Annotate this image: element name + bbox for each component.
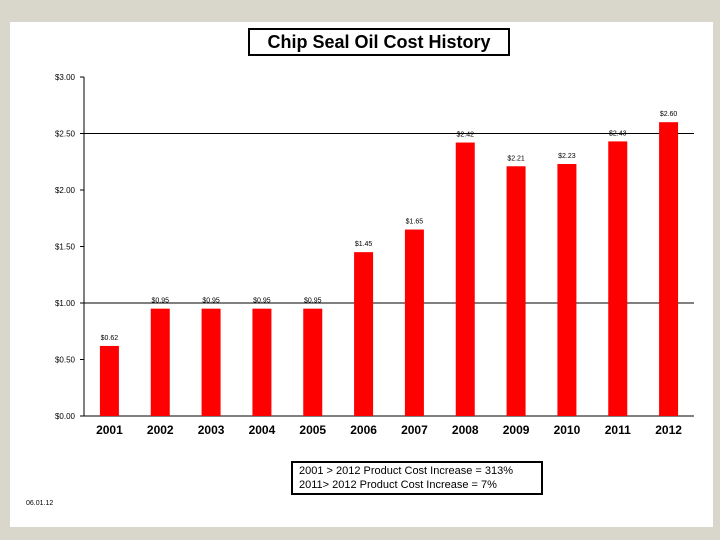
x-tick-label-2005: 2005 [299,423,326,437]
y-tick-label: $0.50 [55,356,76,365]
data-label-2003: $0.95 [202,298,220,305]
x-tick-label-2004: 2004 [249,423,276,437]
data-label-2009: $2.21 [507,155,525,162]
x-tick-label-2010: 2010 [554,423,581,437]
bar-2004 [252,308,272,416]
data-label-2005: $0.95 [304,298,322,305]
bar-2005 [303,308,323,416]
y-tick-label: $3.00 [55,73,76,82]
y-tick-label: $2.00 [55,186,76,195]
bar-2009 [506,166,526,416]
data-label-2006: $1.45 [355,241,373,248]
bar-2003 [201,308,221,416]
data-label-2008: $2.42 [456,132,474,139]
bar-2012 [659,122,679,416]
x-tick-label-2006: 2006 [350,423,377,437]
bar-2010 [557,164,577,416]
y-tick-label: $1.00 [55,299,76,308]
gridlines [84,133,694,304]
x-tick-label-2008: 2008 [452,423,479,437]
x-tick-label-2007: 2007 [401,423,428,437]
note-line-overall: 2001 > 2012 Product Cost Increase = 313% [299,465,514,477]
data-label-2011: $2.43 [609,130,627,137]
bar-2001 [99,345,119,416]
x-tick-label-2012: 2012 [655,423,682,437]
x-tick-label-2001: 2001 [96,423,123,437]
chart-title: Chip Seal Oil Cost History [248,28,510,56]
bar-2006 [354,252,374,416]
bar-2008 [455,142,475,417]
data-label-2002: $0.95 [151,298,169,305]
date-stamp: 06.01.12 [26,500,54,507]
data-labels: $0.62 $0.95 $0.95 $0.95 $0.95 $1.45 $1.65 $2.42… [101,111,678,342]
x-tick-label-2011: 2011 [605,423,631,437]
axes [80,76,694,417]
data-label-2004: $0.95 [253,298,271,305]
x-tick-label-2003: 2003 [198,423,225,437]
note-line-annual: 2011> 2012 Product Cost Increase = 7% [299,479,497,491]
bars [99,122,679,417]
data-label-2007: $1.65 [406,219,424,226]
cost-increase-note-box: 2001 > 2012 Product Cost Increase = 313%… [291,461,543,495]
x-tick-labels: 2001 2002 2003 2004 2005 2006 2007 2008 2009 2010… [96,423,682,437]
data-label-2012: $2.60 [660,111,678,118]
bar-2002 [150,308,170,416]
bar-2011 [608,141,628,416]
y-tick-label: $1.50 [55,243,76,252]
data-label-2010: $2.23 [558,153,576,160]
y-tick-label: $0.00 [55,412,76,421]
x-tick-label-2002: 2002 [147,423,174,437]
y-tick-label: $2.50 [55,130,76,139]
y-tick-labels: $0.00 $0.50 $1.00 $1.50 $2.00 $2.50 $3.00 [55,73,76,421]
data-label-2001: $0.62 [101,335,119,342]
x-tick-label-2009: 2009 [503,423,530,437]
bar-2007 [404,229,424,416]
